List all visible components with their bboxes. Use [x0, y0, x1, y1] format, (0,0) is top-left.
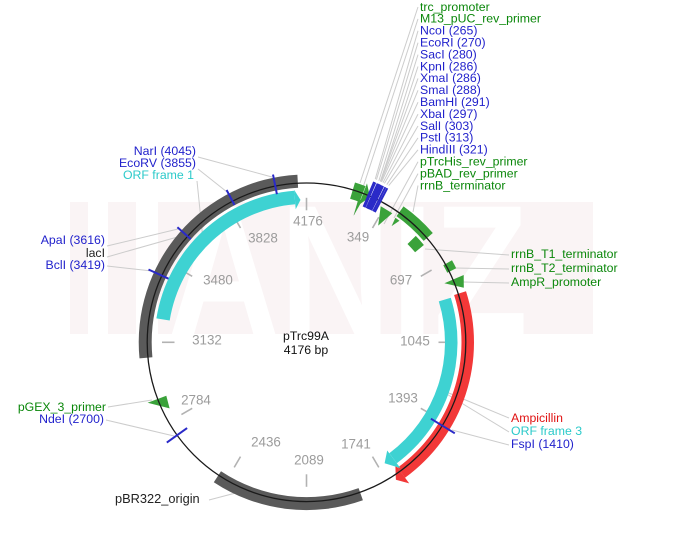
svg-text:SacI (280): SacI (280)	[420, 47, 477, 61]
svg-text:pGEX_3_primer: pGEX_3_primer	[18, 400, 106, 414]
svg-text:3132: 3132	[192, 333, 222, 348]
svg-text:M13_pUC_rev_primer: M13_pUC_rev_primer	[420, 12, 541, 26]
svg-text:trc_promoter: trc_promoter	[420, 0, 490, 14]
svg-text:2784: 2784	[181, 393, 211, 408]
svg-text:EcoRV (3855): EcoRV (3855)	[119, 156, 196, 170]
svg-text:NdeI (2700): NdeI (2700)	[39, 412, 104, 426]
svg-text:3480: 3480	[203, 273, 233, 288]
svg-text:1741: 1741	[341, 437, 371, 452]
svg-text:XmaI (286): XmaI (286)	[420, 71, 481, 85]
svg-text:ORF frame 1: ORF frame 1	[123, 168, 194, 182]
svg-text:2089: 2089	[294, 453, 324, 468]
svg-text:KpnI (286): KpnI (286)	[420, 59, 477, 73]
svg-text:349: 349	[347, 230, 369, 245]
svg-text:rrnB_T1_terminator: rrnB_T1_terminator	[511, 247, 618, 261]
svg-text:FspI (1410): FspI (1410)	[511, 437, 574, 451]
svg-text:rrnB_terminator: rrnB_terminator	[420, 178, 505, 192]
svg-text:pBR322_origin: pBR322_origin	[115, 491, 200, 506]
svg-text:PstI (313): PstI (313)	[420, 131, 473, 145]
svg-text:SmaI (288): SmaI (288)	[420, 83, 481, 97]
svg-text:NcoI (265): NcoI (265)	[420, 24, 477, 38]
svg-text:BamHI (291): BamHI (291)	[420, 95, 490, 109]
svg-text:Ampicillin: Ampicillin	[511, 411, 563, 425]
svg-text:pTrc99A: pTrc99A	[283, 329, 330, 343]
svg-text:lacI: lacI	[86, 246, 105, 260]
svg-text:3828: 3828	[248, 231, 278, 246]
svg-text:rrnB_T2_terminator: rrnB_T2_terminator	[511, 261, 618, 275]
svg-text:4176: 4176	[293, 214, 323, 229]
svg-text:2436: 2436	[251, 435, 281, 450]
svg-text:AmpR_promoter: AmpR_promoter	[511, 275, 601, 289]
svg-text:EcoRI (270): EcoRI (270)	[420, 36, 486, 50]
svg-text:1045: 1045	[400, 334, 430, 349]
svg-text:BclI (3419): BclI (3419)	[46, 258, 105, 272]
svg-text:HindIII (321): HindIII (321)	[420, 143, 488, 157]
svg-text:4176 bp: 4176 bp	[284, 343, 329, 357]
svg-text:ApaI (3616): ApaI (3616)	[41, 233, 105, 247]
svg-text:XbaI (297): XbaI (297)	[420, 107, 477, 121]
svg-text:pTrcHis_rev_primer: pTrcHis_rev_primer	[420, 155, 528, 169]
svg-text:697: 697	[390, 273, 412, 288]
svg-text:NarI (4045): NarI (4045)	[134, 144, 196, 158]
svg-text:ORF frame 3: ORF frame 3	[511, 424, 582, 438]
svg-text:pBAD_rev_primer: pBAD_rev_primer	[420, 166, 518, 180]
svg-text:1393: 1393	[388, 391, 418, 406]
svg-text:SalI (303): SalI (303)	[420, 119, 473, 133]
